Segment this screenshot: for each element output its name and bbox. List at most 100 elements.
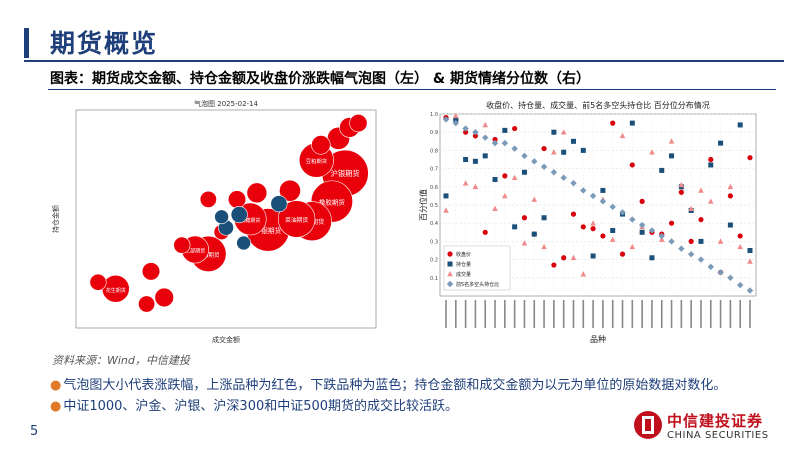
figure-caption: 图表：期货成交金额、持仓金额及收盘价涨跌幅气泡图（左） & 期货情绪分位数（右） (50, 71, 590, 87)
data-point (590, 226, 596, 232)
data-point (698, 216, 704, 223)
bubble-mark (246, 182, 268, 204)
data-point (561, 255, 567, 261)
percentile-chart-panel: 收盘价、持仓量、成交量、前5名多空头持仓比 百分位分布情况 百分位值 品种 0.1 0.… (418, 96, 768, 346)
y-tick-label: 1.0 (430, 112, 438, 118)
data-point (639, 198, 645, 204)
legend-marker (447, 261, 453, 267)
x-axis-label: 品种 (590, 334, 606, 344)
legend-marker (446, 280, 454, 288)
bubble-mark (138, 295, 156, 313)
x-tick-label (739, 300, 741, 328)
data-point (688, 205, 694, 211)
series-group (443, 116, 753, 261)
data-point (472, 129, 479, 136)
bubble (230, 206, 248, 224)
data-point (600, 187, 606, 193)
data-point (472, 183, 479, 190)
data-point (629, 120, 635, 126)
bubble: 花生期货 (101, 274, 130, 303)
x-tick-label (749, 300, 751, 328)
y-tick-label: 0.9 (430, 130, 438, 136)
x-tick-label (504, 300, 506, 328)
data-point (541, 215, 547, 221)
data-point (698, 187, 704, 193)
data-point (482, 134, 489, 141)
data-point (737, 122, 743, 128)
data-point (599, 198, 607, 205)
data-point (531, 231, 537, 237)
data-point (610, 227, 616, 233)
data-point (688, 238, 694, 244)
bubble-label: 沪铝期货 (197, 251, 220, 259)
bubble (138, 295, 156, 313)
data-point (570, 138, 576, 144)
data-point (492, 205, 498, 211)
data-point (639, 229, 645, 235)
bubble-mark (279, 179, 301, 202)
bubble (154, 287, 174, 308)
data-point (708, 162, 714, 168)
x-tick-label (523, 300, 526, 328)
data-point (521, 215, 528, 221)
bubble (199, 190, 217, 208)
data-point (609, 236, 616, 242)
bubble-label: 白糖期货 (240, 217, 260, 224)
bubble-label: 沪银期货 (331, 169, 360, 178)
data-point (697, 256, 705, 263)
data-point (747, 248, 753, 253)
x-tick-label (611, 300, 614, 328)
data-point (463, 129, 469, 135)
data-point (678, 189, 684, 195)
data-point (491, 139, 499, 147)
bullet-dot-icon: ● (50, 378, 62, 393)
data-point (658, 232, 665, 240)
data-point (482, 229, 488, 235)
logo-name-cn: 中信建投证券 (667, 412, 764, 430)
x-tick-label (592, 300, 594, 328)
bubble (227, 190, 247, 209)
data-point (629, 162, 635, 168)
header-rule (24, 60, 784, 62)
data-point (727, 222, 733, 228)
company-logo: 中信建投证券 CHINA SECURITIES (633, 408, 793, 444)
x-tick-label (709, 300, 712, 328)
x-tick-label (562, 300, 565, 328)
x-tick-label (513, 300, 516, 328)
data-point (737, 233, 743, 239)
y-tick-label: 0.8 (430, 148, 438, 154)
data-point (746, 287, 754, 294)
data-point (669, 153, 675, 159)
data-point (590, 220, 596, 226)
data-point (452, 119, 460, 127)
data-point (551, 129, 557, 135)
x-tick-label (445, 300, 447, 328)
data-point (619, 251, 626, 257)
bubble (270, 195, 288, 213)
x-tick-label (651, 300, 653, 328)
y-tick-label: 0.4 (430, 221, 438, 227)
data-point (570, 254, 577, 261)
x-tick-label (582, 300, 585, 328)
data-point (560, 129, 567, 135)
data-point (550, 169, 558, 176)
bullet-text: 中证1000、沪金、沪银、沪深300和中证500期货的成交比较活跃。 (63, 399, 459, 414)
data-point (658, 236, 665, 242)
data-point (512, 125, 518, 132)
page-title: 期货概览 (50, 29, 159, 58)
data-point (649, 255, 655, 261)
bubble-label: 橡胶期货 (319, 198, 346, 207)
data-point (668, 138, 675, 144)
data-point (482, 121, 489, 128)
bubble (349, 113, 368, 133)
x-tick-label (680, 300, 683, 328)
data-point (580, 224, 586, 230)
data-point (619, 132, 626, 139)
bubble-mark (236, 235, 251, 251)
data-point (442, 116, 450, 123)
data-point (747, 155, 753, 161)
x-tick-label (484, 300, 487, 328)
y-tick-label: 0.5 (430, 203, 438, 209)
